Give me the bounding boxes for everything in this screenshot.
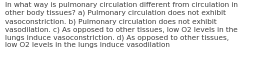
- Text: In what way is pulmonary circulation different from circulation in
other body ti: In what way is pulmonary circulation dif…: [5, 2, 238, 48]
